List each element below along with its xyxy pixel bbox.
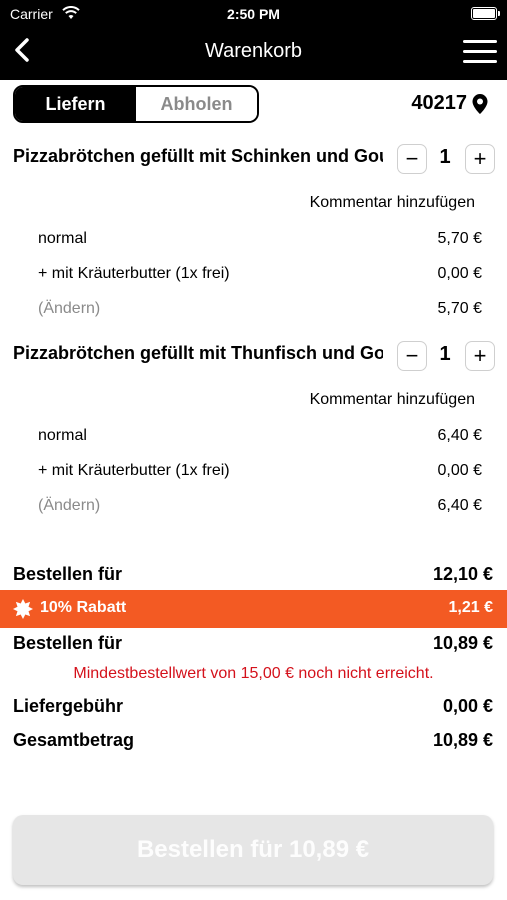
item-quantity: 1 [439, 146, 451, 168]
delivery-fee-value: 0,00 € [442, 696, 493, 716]
decrease-qty-button[interactable]: − [397, 144, 427, 174]
delivery-mode-toggle: Liefern Abholen [13, 85, 259, 123]
item-size-label: normal [38, 427, 87, 444]
increase-qty-button[interactable]: + [465, 144, 495, 174]
zip-code[interactable]: 40217 [411, 92, 467, 114]
tab-pickup[interactable]: Abholen [136, 87, 257, 121]
item-total-price: 5,70 € [437, 300, 482, 317]
add-comment-link[interactable]: Kommentar hinzufügen [309, 391, 475, 408]
discounted-total-label: Bestellen für [13, 633, 123, 653]
item-size-price: 6,40 € [437, 427, 482, 444]
change-item-link[interactable]: (Ändern) [38, 497, 101, 514]
tab-deliver[interactable]: Liefern [15, 87, 136, 121]
item-total-price: 6,40 € [437, 497, 482, 514]
increase-qty-button[interactable]: + [465, 341, 495, 371]
carrier-label: Carrier [10, 6, 53, 22]
discount-value: 1,21 € [448, 599, 493, 616]
item-extra-price: 0,00 € [437, 265, 482, 282]
chevron-left-icon [15, 38, 29, 62]
status-bar: Carrier 2:50 PM [0, 6, 507, 24]
delivery-fee-label: Liefergebühr [13, 696, 124, 716]
subtotal-value: 12,10 € [432, 564, 493, 584]
wifi-icon [62, 6, 80, 23]
item-extra-price: 0,00 € [437, 462, 482, 479]
change-item-link[interactable]: (Ändern) [38, 300, 101, 317]
cart-item-name: Pizzabrötchen gefüllt mit Schinken und G… [13, 146, 383, 166]
back-button[interactable] [12, 37, 42, 67]
decrease-qty-button[interactable]: − [397, 341, 427, 371]
menu-icon [463, 40, 497, 43]
clock: 2:50 PM [227, 6, 280, 22]
item-extra-label: + mit Kräuterbutter (1x frei) [38, 462, 230, 479]
subtotal-label: Bestellen für [13, 564, 123, 584]
grand-total-value: 10,89 € [432, 730, 493, 750]
grand-total-label: Gesamtbetrag [13, 730, 135, 750]
nav-bar: Carrier 2:50 PM Warenkorb [0, 0, 507, 80]
cart-item-name: Pizzabrötchen gefüllt mit Thunfisch und … [13, 343, 383, 363]
place-order-button[interactable]: Bestellen für 10,89 € [13, 815, 493, 885]
menu-button[interactable] [463, 40, 497, 64]
badge-icon [13, 599, 33, 619]
discounted-total-value: 10,89 € [432, 633, 493, 653]
item-quantity: 1 [439, 343, 451, 365]
battery-icon [471, 7, 500, 20]
discount-banner: 10% Rabatt 1,21 € [0, 590, 507, 628]
location-pin-icon[interactable] [471, 93, 491, 115]
add-comment-link[interactable]: Kommentar hinzufügen [309, 194, 475, 211]
item-size-label: normal [38, 230, 87, 247]
discount-label: 10% Rabatt [40, 599, 127, 616]
minimum-order-warning: Mindestbestellwert von 15,00 € noch nich… [73, 665, 434, 682]
item-extra-label: + mit Kräuterbutter (1x frei) [38, 265, 230, 282]
item-size-price: 5,70 € [437, 230, 482, 247]
page-title: Warenkorb [204, 40, 303, 62]
